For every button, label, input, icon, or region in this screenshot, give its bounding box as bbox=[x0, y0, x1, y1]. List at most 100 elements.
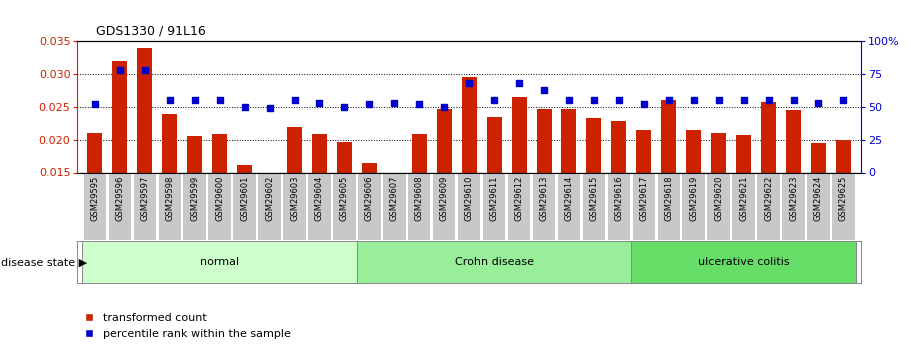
Bar bbox=[632, 174, 655, 240]
Bar bbox=[358, 174, 381, 240]
Bar bbox=[533, 174, 555, 240]
Bar bbox=[262, 172, 277, 271]
Text: GSM29600: GSM29600 bbox=[215, 175, 224, 221]
Bar bbox=[483, 174, 506, 240]
Text: GSM29610: GSM29610 bbox=[465, 175, 474, 221]
Text: GSM29619: GSM29619 bbox=[690, 175, 698, 221]
Text: Crohn disease: Crohn disease bbox=[455, 257, 534, 267]
Bar bbox=[711, 133, 726, 271]
Text: disease state ▶: disease state ▶ bbox=[1, 257, 87, 267]
Text: GSM29620: GSM29620 bbox=[714, 175, 723, 221]
Text: GSM29609: GSM29609 bbox=[440, 175, 449, 221]
Text: GSM29624: GSM29624 bbox=[814, 175, 823, 221]
Bar bbox=[583, 174, 605, 240]
Point bbox=[113, 68, 128, 73]
Point bbox=[337, 104, 352, 110]
Bar bbox=[212, 135, 227, 271]
Bar bbox=[188, 136, 202, 271]
Text: GSM29613: GSM29613 bbox=[539, 175, 548, 221]
Point bbox=[238, 104, 252, 110]
Point bbox=[312, 100, 327, 106]
Point bbox=[262, 106, 277, 111]
Bar bbox=[108, 174, 131, 240]
Bar bbox=[162, 114, 178, 271]
Bar bbox=[682, 174, 705, 240]
Bar bbox=[661, 100, 676, 271]
Text: GSM29599: GSM29599 bbox=[190, 175, 200, 220]
Point bbox=[412, 101, 426, 107]
Bar bbox=[587, 118, 601, 271]
Point bbox=[87, 101, 102, 107]
Bar bbox=[362, 163, 377, 271]
Text: GSM29597: GSM29597 bbox=[140, 175, 149, 221]
Bar bbox=[259, 174, 281, 240]
Text: GSM29623: GSM29623 bbox=[789, 175, 798, 221]
Point bbox=[287, 98, 302, 103]
Point bbox=[462, 81, 476, 86]
Bar bbox=[112, 61, 128, 271]
Bar bbox=[357, 241, 631, 283]
Text: GSM29598: GSM29598 bbox=[165, 175, 174, 221]
Text: GSM29615: GSM29615 bbox=[589, 175, 599, 221]
Bar bbox=[408, 174, 431, 240]
Text: GSM29617: GSM29617 bbox=[640, 175, 649, 221]
Legend: transformed count, percentile rank within the sample: transformed count, percentile rank withi… bbox=[83, 313, 291, 339]
Text: GSM29618: GSM29618 bbox=[664, 175, 673, 221]
Bar bbox=[833, 174, 855, 240]
Bar bbox=[708, 174, 730, 240]
Point bbox=[486, 98, 501, 103]
Point bbox=[362, 101, 376, 107]
Bar bbox=[631, 241, 856, 283]
Text: GSM29621: GSM29621 bbox=[739, 175, 748, 221]
Bar bbox=[159, 174, 181, 240]
Bar bbox=[611, 121, 627, 271]
Bar bbox=[387, 200, 402, 271]
Bar bbox=[807, 174, 830, 240]
Text: GSM29603: GSM29603 bbox=[290, 175, 299, 221]
Point bbox=[686, 98, 701, 103]
Bar bbox=[84, 174, 106, 240]
Bar bbox=[87, 133, 102, 271]
Point bbox=[512, 81, 527, 86]
Bar bbox=[138, 48, 152, 271]
Text: GSM29625: GSM29625 bbox=[839, 175, 848, 221]
Text: GSM29616: GSM29616 bbox=[614, 175, 623, 221]
Point bbox=[786, 98, 801, 103]
Bar bbox=[384, 174, 405, 240]
Point bbox=[162, 98, 177, 103]
Bar bbox=[312, 135, 327, 271]
Point bbox=[836, 98, 851, 103]
Bar bbox=[458, 174, 480, 240]
Point bbox=[437, 104, 452, 110]
Bar bbox=[337, 142, 352, 271]
Point bbox=[562, 98, 577, 103]
Bar bbox=[558, 174, 580, 240]
Bar bbox=[637, 130, 651, 271]
Bar bbox=[237, 165, 252, 271]
Bar bbox=[732, 174, 755, 240]
Point bbox=[762, 98, 776, 103]
Point bbox=[138, 68, 152, 73]
Bar bbox=[134, 174, 156, 240]
Bar bbox=[537, 109, 551, 271]
Bar bbox=[436, 109, 452, 271]
Bar bbox=[507, 174, 530, 240]
Text: GDS1330 / 91L16: GDS1330 / 91L16 bbox=[96, 25, 205, 38]
Bar bbox=[486, 117, 502, 271]
Bar bbox=[658, 174, 680, 240]
Bar bbox=[433, 174, 456, 240]
Bar bbox=[308, 174, 331, 240]
Bar bbox=[736, 135, 751, 271]
Bar bbox=[786, 110, 801, 271]
Point bbox=[587, 98, 601, 103]
Point bbox=[188, 98, 202, 103]
Bar bbox=[462, 77, 476, 271]
Text: GSM29596: GSM29596 bbox=[116, 175, 125, 221]
Bar bbox=[183, 174, 206, 240]
Text: ulcerative colitis: ulcerative colitis bbox=[698, 257, 790, 267]
Text: GSM29614: GSM29614 bbox=[565, 175, 573, 221]
Bar bbox=[836, 140, 851, 271]
Text: GSM29606: GSM29606 bbox=[365, 175, 374, 221]
Point bbox=[711, 98, 726, 103]
Bar bbox=[783, 174, 804, 240]
